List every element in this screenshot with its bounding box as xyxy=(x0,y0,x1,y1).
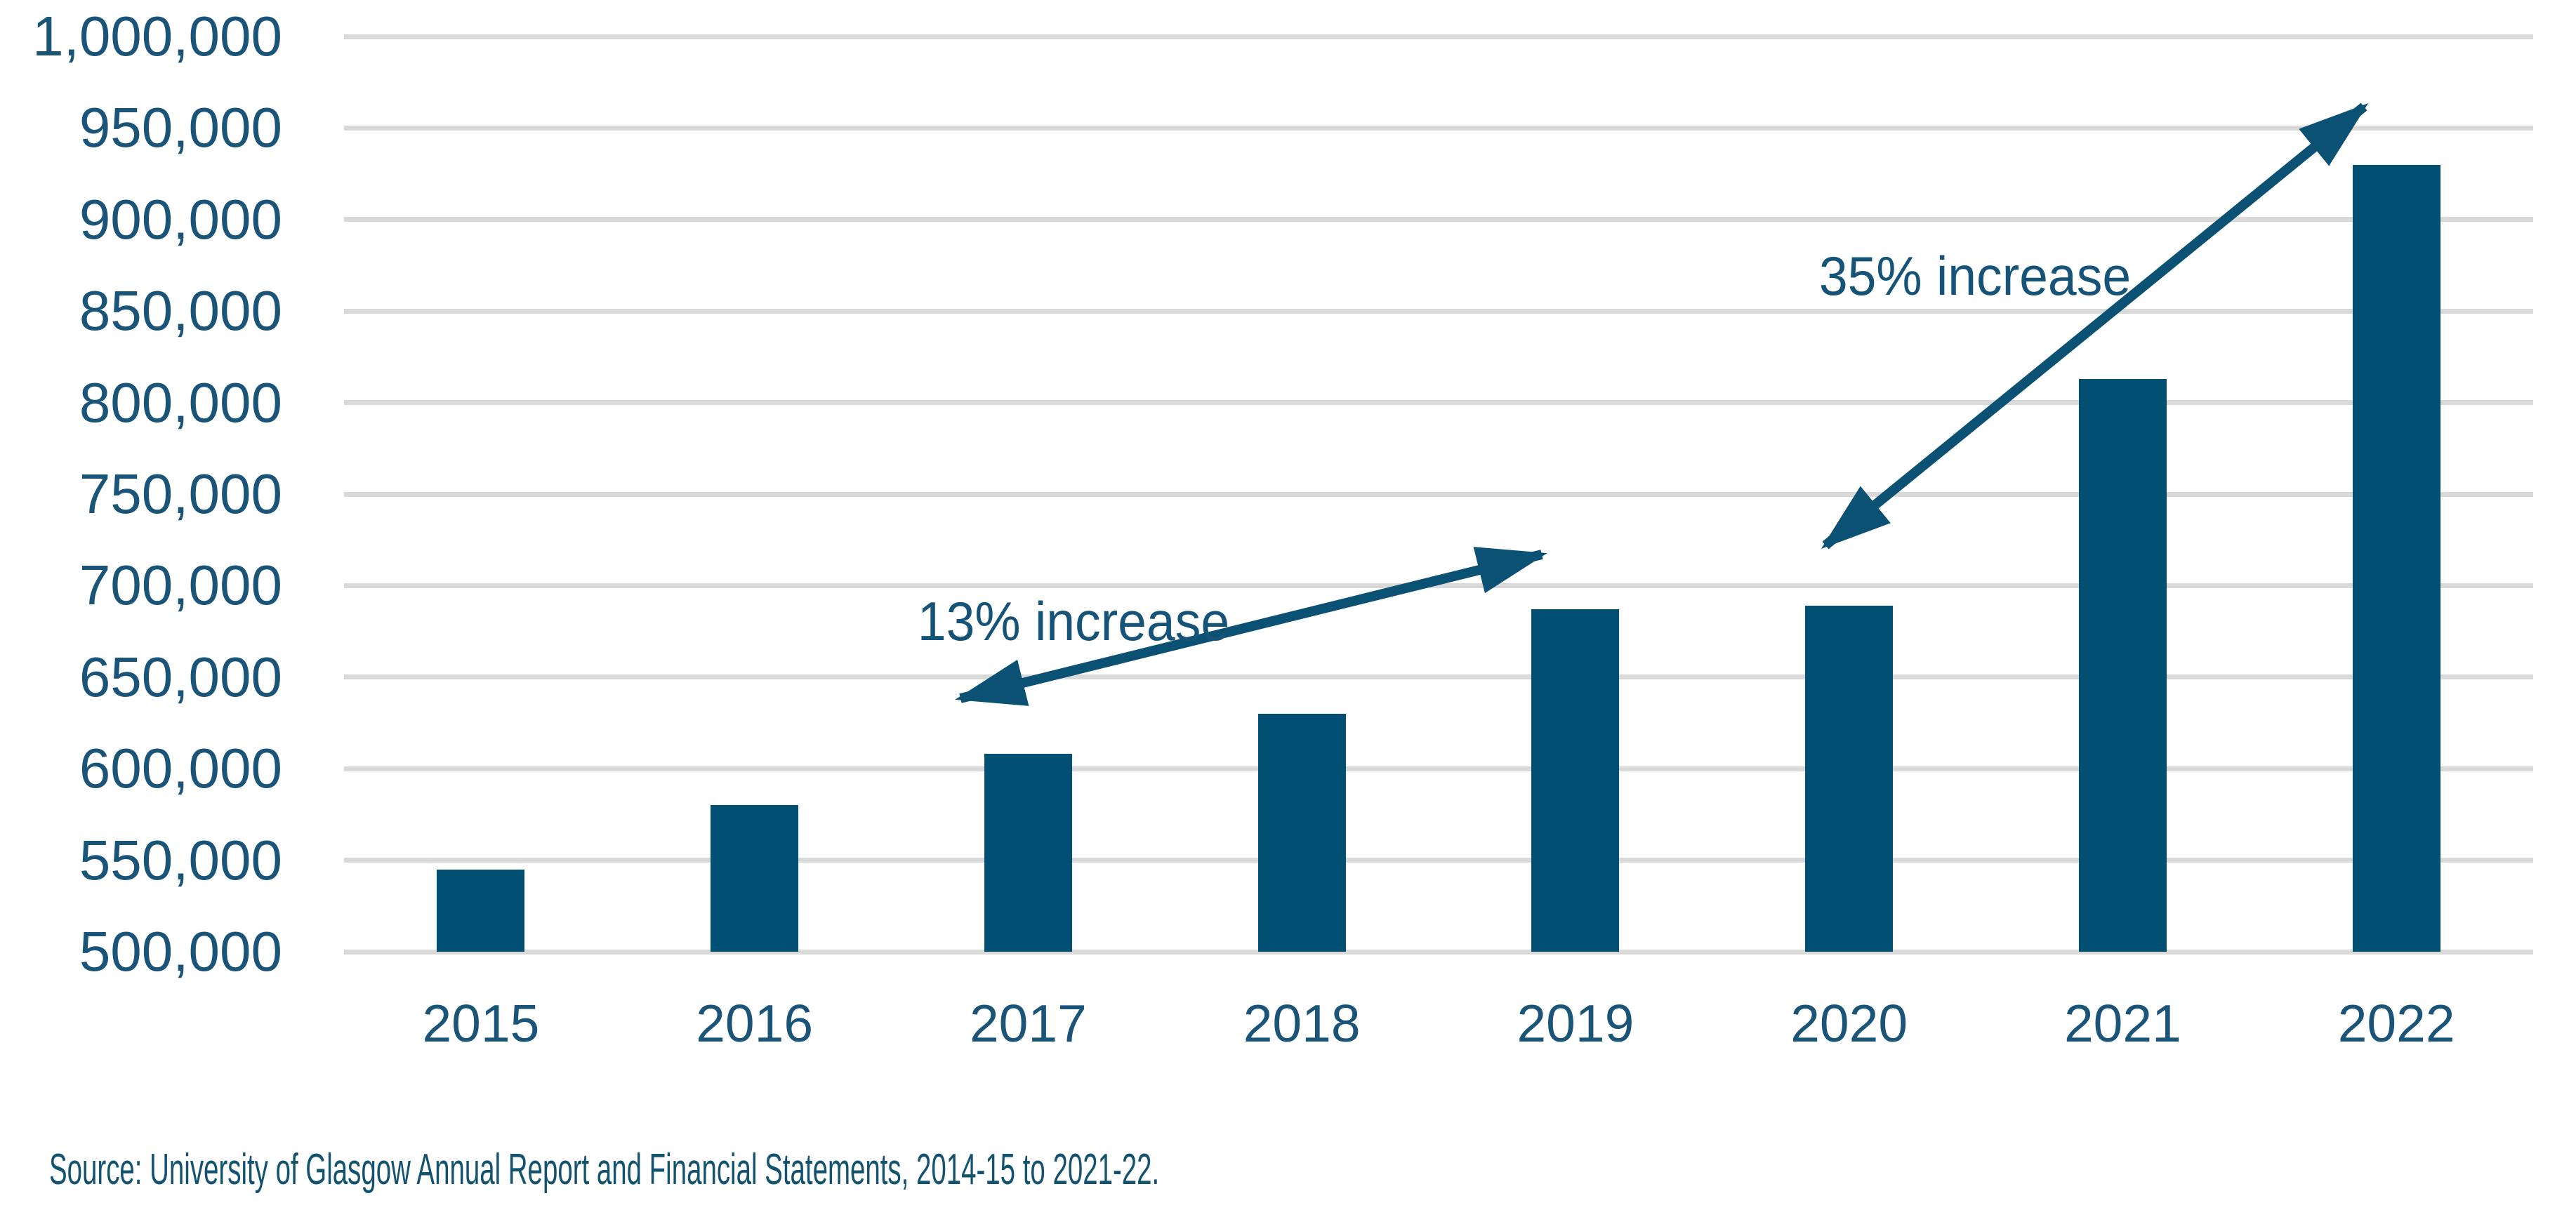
x-tick-label-2020: 2020 xyxy=(1790,994,1908,1053)
gridline xyxy=(344,400,2533,406)
gridline xyxy=(344,308,2533,314)
y-tick-label: 750,000 xyxy=(79,463,282,525)
y-tick-label: 850,000 xyxy=(79,279,282,343)
source-note: Source: University of Glasgow Annual Rep… xyxy=(49,1145,1160,1194)
gridline xyxy=(344,34,2533,39)
gridline xyxy=(344,858,2533,863)
annotation-13-percent: 13% increase xyxy=(917,590,1230,652)
bar-2015 xyxy=(437,869,525,952)
x-tick-label-2016: 2016 xyxy=(696,994,814,1053)
x-tick-label-2021: 2021 xyxy=(2063,994,2181,1053)
gridline xyxy=(344,217,2533,222)
gridline xyxy=(344,491,2533,497)
y-tick-label: 800,000 xyxy=(79,371,282,434)
bar-2020 xyxy=(1805,606,1894,952)
bar-2016 xyxy=(711,805,799,952)
gridline xyxy=(344,766,2533,771)
bar-2018 xyxy=(1257,713,1346,952)
gridline xyxy=(344,674,2533,680)
x-tick-label-2019: 2019 xyxy=(1517,994,1634,1053)
x-tick-label-2022: 2022 xyxy=(2337,994,2455,1053)
x-tick-label-2018: 2018 xyxy=(1243,994,1361,1053)
bar-2017 xyxy=(984,754,1072,952)
y-tick-label: 500,000 xyxy=(79,920,282,983)
y-tick-label: 900,000 xyxy=(79,187,282,251)
x-tick-label-2017: 2017 xyxy=(969,994,1087,1053)
bar-2022 xyxy=(2352,164,2440,952)
annotation-35-percent: 35% increase xyxy=(1818,245,2132,307)
y-tick-label: 650,000 xyxy=(79,645,282,708)
bar-2021 xyxy=(2078,378,2167,952)
y-tick-label: 1,000,000 xyxy=(32,5,282,67)
gridline xyxy=(344,583,2533,588)
x-tick-label-2015: 2015 xyxy=(422,994,540,1053)
gridline xyxy=(344,949,2533,955)
y-tick-label: 600,000 xyxy=(79,737,282,800)
bar-2019 xyxy=(1531,609,1620,952)
gridline xyxy=(344,125,2533,131)
y-tick-label: 550,000 xyxy=(79,828,282,891)
y-tick-label: 700,000 xyxy=(79,554,282,617)
y-tick-label: 950,000 xyxy=(79,96,282,159)
